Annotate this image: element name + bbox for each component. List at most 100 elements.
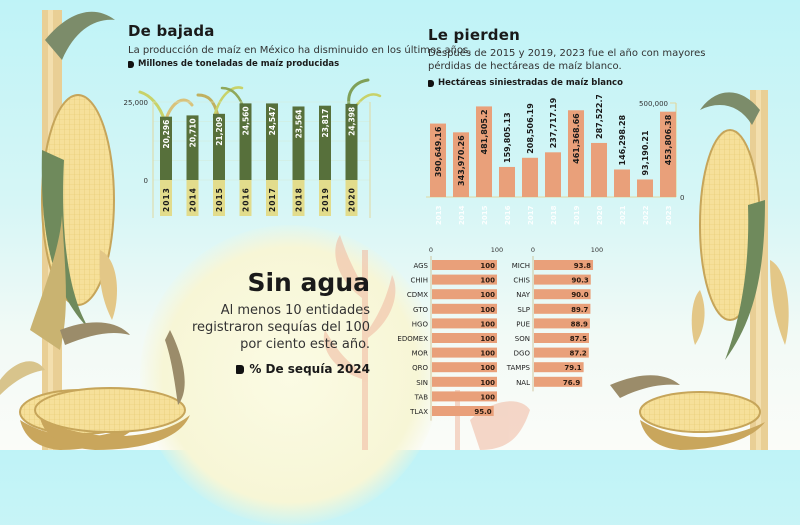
bar-NAL xyxy=(534,376,583,387)
legend-marker-icon xyxy=(428,79,434,87)
right-corn-cob-icon xyxy=(610,90,789,450)
data-label: 159,805.13 xyxy=(503,112,512,163)
data-label: 453,806.38 xyxy=(664,114,673,165)
data-label: 100 xyxy=(480,379,495,387)
bar-EDOMEX xyxy=(432,333,497,343)
data-label: 87.5 xyxy=(570,335,587,343)
le-pierden-subtitle-line-1: Después de 2015 y 2019, 2023 fue el año … xyxy=(428,48,706,59)
category-label: DGO xyxy=(514,350,531,358)
category-label: MOR xyxy=(412,350,429,358)
x-tick-label: 2018 xyxy=(295,187,304,212)
x-tick-label: 2013 xyxy=(162,187,171,212)
bar-2018 xyxy=(545,152,561,197)
bar-2020 xyxy=(345,103,358,180)
de-bajada-legend-label: Millones de toneladas de maíz producidas xyxy=(138,59,340,69)
x-tick-label: 2021 xyxy=(619,205,627,225)
sin-agua-subtitle-line-3: por ciento este año. xyxy=(240,337,370,352)
category-label: QRO xyxy=(412,364,428,372)
data-label: 100 xyxy=(480,262,495,270)
data-label: 23,817 xyxy=(321,109,330,138)
de-bajada-subtitle: La producción de maíz en México ha dismi… xyxy=(128,45,472,56)
bar-CHIH xyxy=(432,274,497,285)
x-tick-label: 2023 xyxy=(665,205,673,225)
data-label: 461,368.66 xyxy=(572,113,581,164)
sin-agua-legend-label: % De sequía 2024 xyxy=(249,362,370,376)
bar-AGS xyxy=(432,260,497,270)
category-label: CHIS xyxy=(513,277,530,285)
category-label: SIN xyxy=(416,379,428,387)
bar-2013 xyxy=(160,116,172,180)
bar-TAMPS xyxy=(534,362,584,373)
sin-agua-subtitle-line-1: Al menos 10 entidades xyxy=(220,303,370,318)
category-label: TAMPS xyxy=(506,364,531,372)
data-label: 343,970.26 xyxy=(457,135,466,186)
le-pierden-chart: 500,000 0 390,649.16 2013 343,970.26 2014 481,… xyxy=(426,95,684,225)
data-label: 89.7 xyxy=(571,306,588,314)
de-bajada-legend: Millones de toneladas de maíz producidas xyxy=(128,59,339,69)
data-label: 237,717.19 xyxy=(549,97,558,148)
x-tick-label: 2016 xyxy=(242,187,251,212)
data-label: 24,547 xyxy=(268,106,277,135)
category-label: TAB xyxy=(414,393,429,401)
data-label: 90.0 xyxy=(571,291,588,299)
x-tick-label: 2019 xyxy=(573,205,581,225)
bar-2018 xyxy=(292,106,305,180)
bar-2015 xyxy=(213,113,225,180)
bar-TLAX xyxy=(432,406,494,416)
category-label-bg xyxy=(292,180,305,216)
bar-SIN xyxy=(432,376,497,387)
x-tick-label: 2015 xyxy=(215,187,224,212)
data-label: 79.1 xyxy=(564,364,581,372)
bar-2013 xyxy=(430,123,446,197)
category-label: MICH xyxy=(512,262,530,270)
x-tick-label: 2017 xyxy=(268,187,277,212)
corn-illustration-layer xyxy=(0,10,789,450)
bar-2020 xyxy=(591,142,607,197)
sin-agua-legend: % De sequía 2024 xyxy=(200,362,370,376)
bar-SON xyxy=(534,333,589,343)
category-label: SON xyxy=(515,335,530,343)
data-label: 100 xyxy=(480,320,495,328)
bar-2017 xyxy=(522,157,538,197)
data-label: 93,190.21 xyxy=(641,130,650,175)
category-label: NAY xyxy=(516,291,530,299)
bar-2016 xyxy=(239,103,252,180)
category-label-bg xyxy=(160,180,172,216)
x-tick-label: 2015 xyxy=(481,205,489,225)
category-label-bg xyxy=(186,180,199,216)
category-label: SLP xyxy=(517,306,530,314)
bar-2019 xyxy=(568,110,584,197)
de-bajada-title: De bajada xyxy=(128,22,215,40)
x-tick-label: 2018 xyxy=(550,205,558,225)
data-label: 88.9 xyxy=(571,320,588,328)
category-label-bg xyxy=(319,180,331,216)
bottom-corn-cob-icon xyxy=(34,330,190,450)
y-tick-label: 0 xyxy=(144,177,148,185)
category-label: AGS xyxy=(413,262,428,270)
category-label-bg xyxy=(213,180,225,216)
data-label: 146,298.28 xyxy=(618,114,627,165)
bar-2019 xyxy=(319,105,331,180)
data-label: 208,506.19 xyxy=(526,103,535,154)
data-label: 21,209 xyxy=(215,117,224,146)
data-label: 20,710 xyxy=(189,118,198,147)
category-label: GTO xyxy=(413,306,428,314)
data-label: 287,522.73 xyxy=(595,95,604,139)
bar-MICH xyxy=(534,260,594,270)
data-label: 24,560 xyxy=(242,106,251,135)
data-label: 100 xyxy=(480,393,495,401)
y-tick-label: 0 xyxy=(680,194,684,202)
data-label: 481,805.2 xyxy=(480,109,489,154)
le-pierden-subtitle-line-2: pérdidas de hectáreas de maíz blanco. xyxy=(428,61,622,72)
category-label: TLAX xyxy=(409,408,428,416)
data-label: 100 xyxy=(480,306,495,314)
bar-MOR xyxy=(432,347,497,358)
bar-SLP xyxy=(534,303,591,314)
category-label: CDMX xyxy=(407,291,428,299)
bar-GTO xyxy=(432,303,497,314)
bar-2017 xyxy=(266,103,278,180)
data-label: 100 xyxy=(480,277,495,285)
x-tick-label: 2014 xyxy=(458,205,466,225)
bar-2014 xyxy=(453,132,469,197)
left-corn-cob-icon xyxy=(0,10,141,450)
